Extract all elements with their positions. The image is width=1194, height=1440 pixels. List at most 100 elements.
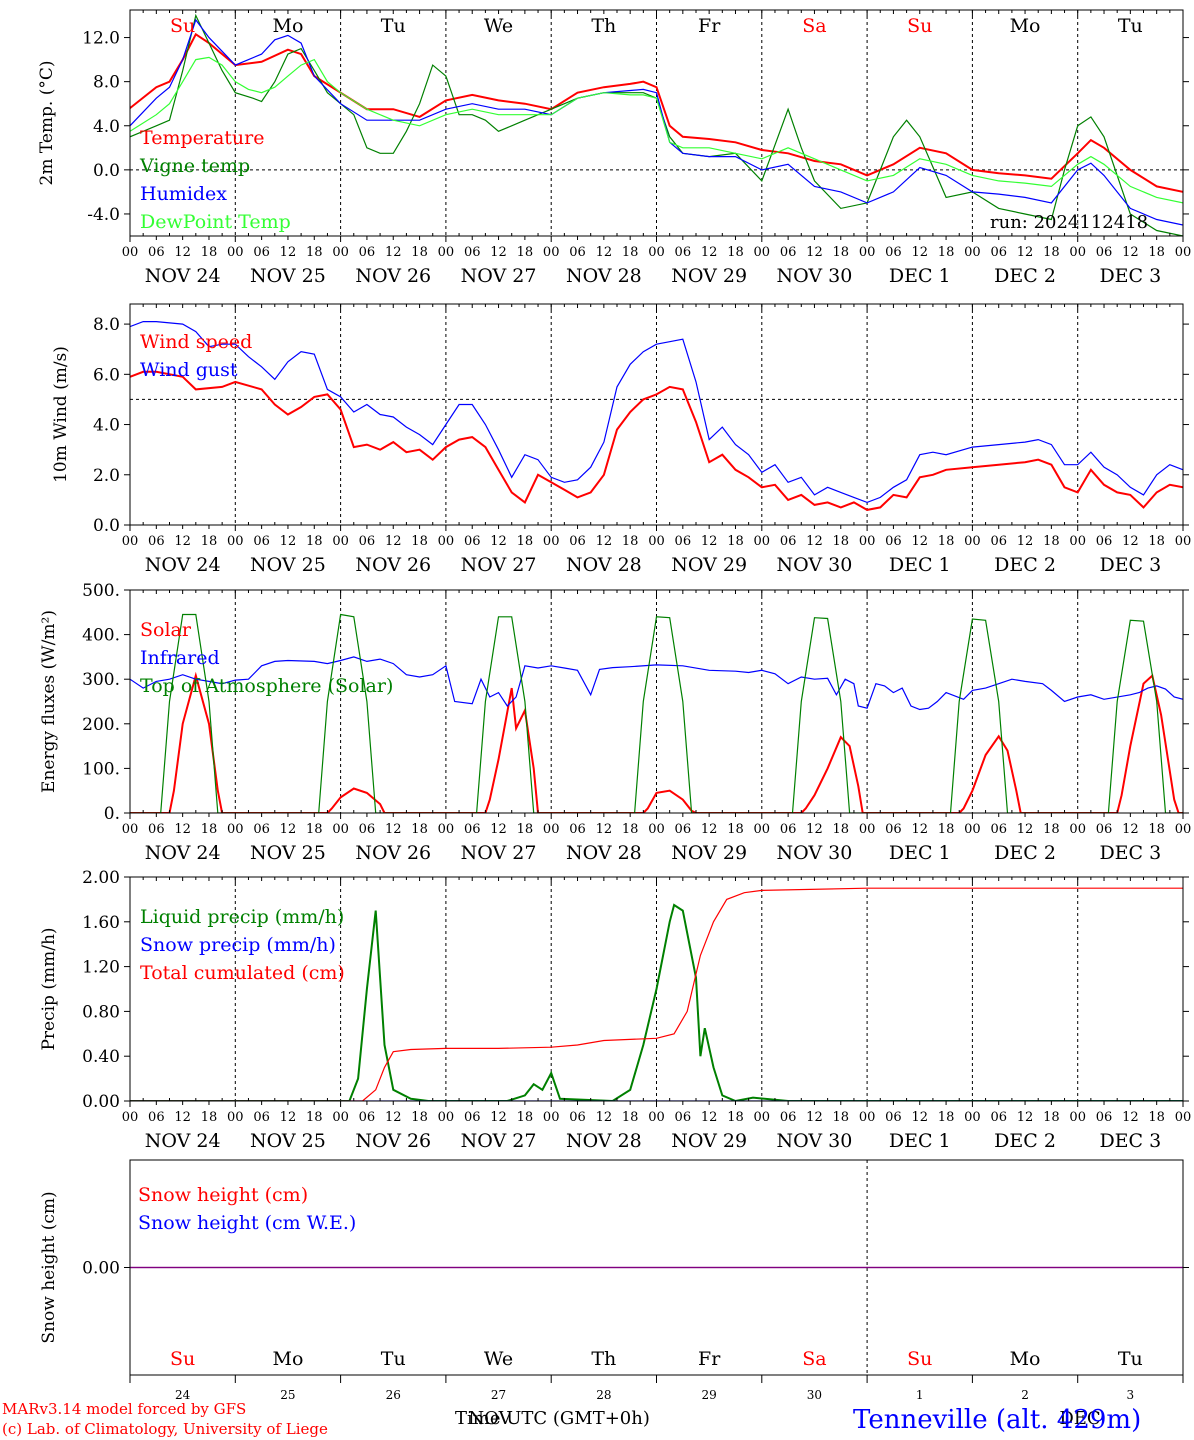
weekday-label: Mo — [272, 15, 303, 37]
date-label: NOV 26 — [355, 265, 431, 287]
hour-tick-label: 18 — [306, 1110, 323, 1125]
hour-tick-label: 12 — [1017, 534, 1034, 549]
hour-tick-label: 06 — [780, 245, 797, 260]
date-label: DEC 1 — [889, 265, 951, 287]
date-label: NOV 26 — [355, 842, 431, 864]
date-label: DEC 3 — [1099, 265, 1161, 287]
hour-tick-label: 06 — [885, 822, 902, 837]
y-tick-label: 0.0 — [93, 161, 120, 181]
legend-entry: Infrared — [140, 647, 220, 669]
date-label: NOV 28 — [566, 554, 642, 576]
hour-tick-label: 06 — [148, 822, 165, 837]
hour-tick-label: 06 — [253, 822, 270, 837]
y-tick-label: 4.0 — [93, 416, 120, 436]
date-label: NOV 26 — [355, 554, 431, 576]
hour-tick-label: 00 — [964, 245, 981, 260]
y-tick-label: 400. — [82, 626, 120, 646]
series-line-total-cumulated-cm- — [130, 887, 1183, 1101]
hour-tick-label: 18 — [201, 1110, 218, 1125]
y-tick-label: 0.40 — [82, 1047, 120, 1067]
hour-tick-label: 18 — [411, 245, 428, 260]
weekday-label: Su — [170, 15, 195, 37]
date-label: DEC 3 — [1099, 842, 1161, 864]
hour-tick-label: 06 — [464, 245, 481, 260]
hour-tick-label: 06 — [359, 245, 376, 260]
hour-tick-label: 00 — [964, 534, 981, 549]
hour-tick-label: 06 — [359, 1110, 376, 1125]
hour-tick-label: 00 — [859, 245, 876, 260]
date-label: NOV 24 — [145, 842, 221, 864]
hour-tick-label: 12 — [911, 822, 928, 837]
hour-tick-label: 12 — [280, 1110, 297, 1125]
hour-tick-label: 12 — [911, 245, 928, 260]
panel-frame — [129, 589, 1184, 814]
legend-entry: Vigne temp — [139, 155, 250, 177]
hour-tick-label: 00 — [754, 245, 771, 260]
date-label: NOV 25 — [250, 554, 326, 576]
hour-tick-label: 12 — [385, 245, 402, 260]
hour-tick-label: 00 — [1175, 1110, 1192, 1125]
hour-tick-label: 06 — [148, 1110, 165, 1125]
hour-tick-label: 00 — [227, 534, 244, 549]
hour-tick-label: 00 — [1175, 534, 1192, 549]
station-label: Tenneville (alt. 429m) — [853, 1405, 1141, 1435]
hour-tick-label: 06 — [675, 245, 692, 260]
hour-tick-label: 00 — [1175, 822, 1192, 837]
hour-tick-label: 12 — [1122, 534, 1139, 549]
hour-tick-label: 18 — [938, 245, 955, 260]
y-axis-label: Precip (mm/h) — [39, 927, 59, 1050]
y-tick-label: 1.20 — [82, 958, 120, 978]
hour-tick-label: 06 — [148, 534, 165, 549]
hour-tick-label: 12 — [490, 534, 507, 549]
frames-layer — [124, 9, 1189, 1383]
y-tick-label: 0.00 — [82, 1092, 120, 1112]
series-layer — [130, 13, 1183, 1269]
weekday-label: Mo — [272, 1348, 303, 1370]
day-number-label: 27 — [491, 1388, 506, 1402]
series-line-vigne-temp — [130, 13, 1183, 236]
hour-tick-label: 12 — [385, 822, 402, 837]
hour-tick-label: 00 — [227, 822, 244, 837]
hour-tick-label: 00 — [543, 1110, 560, 1125]
date-label: NOV 28 — [566, 842, 642, 864]
hour-tick-label: 12 — [280, 822, 297, 837]
hour-tick-label: 18 — [938, 1110, 955, 1125]
hour-tick-label: 12 — [701, 534, 718, 549]
footer-model: MARv3.14 model forced by GFS — [2, 1400, 246, 1418]
hour-tick-label: 06 — [1096, 245, 1113, 260]
hour-tick-label: 00 — [122, 534, 139, 549]
series-line-solar — [130, 671, 1183, 813]
y-tick-label: 1.60 — [82, 913, 120, 933]
series-line-dewpoint-temp — [130, 56, 1183, 204]
weekday-label: We — [484, 1348, 513, 1370]
legend-entry: Snow height (cm W.E.) — [138, 1212, 356, 1234]
hour-tick-label: 00 — [859, 534, 876, 549]
hour-tick-label: 18 — [201, 245, 218, 260]
hour-tick-label: 18 — [411, 1110, 428, 1125]
hour-tick-label: 00 — [754, 822, 771, 837]
hour-tick-label: 18 — [727, 534, 744, 549]
y-tick-label: 2.0 — [93, 466, 120, 486]
hour-tick-label: 00 — [648, 245, 665, 260]
series-line-wind-gust — [130, 321, 1183, 504]
hour-tick-label: 18 — [517, 534, 534, 549]
hour-tick-label: 18 — [201, 534, 218, 549]
hour-tick-label: 18 — [727, 822, 744, 837]
date-label: DEC 2 — [994, 842, 1056, 864]
weekday-label: Su — [907, 15, 932, 37]
date-label: NOV 28 — [566, 265, 642, 287]
hour-tick-label: 00 — [1069, 1110, 1086, 1125]
series-line-infrared — [130, 656, 1183, 711]
weekday-label: Th — [591, 1348, 616, 1370]
weekday-label: Tu — [1118, 15, 1143, 37]
hour-tick-label: 12 — [1122, 245, 1139, 260]
hour-tick-label: 12 — [596, 245, 613, 260]
hour-tick-label: 00 — [648, 534, 665, 549]
hour-tick-label: 12 — [701, 1110, 718, 1125]
hour-tick-label: 18 — [1043, 534, 1060, 549]
hour-tick-label: 18 — [1148, 822, 1165, 837]
hour-tick-label: 00 — [438, 534, 455, 549]
date-label: NOV 24 — [145, 554, 221, 576]
hour-tick-label: 00 — [227, 1110, 244, 1125]
